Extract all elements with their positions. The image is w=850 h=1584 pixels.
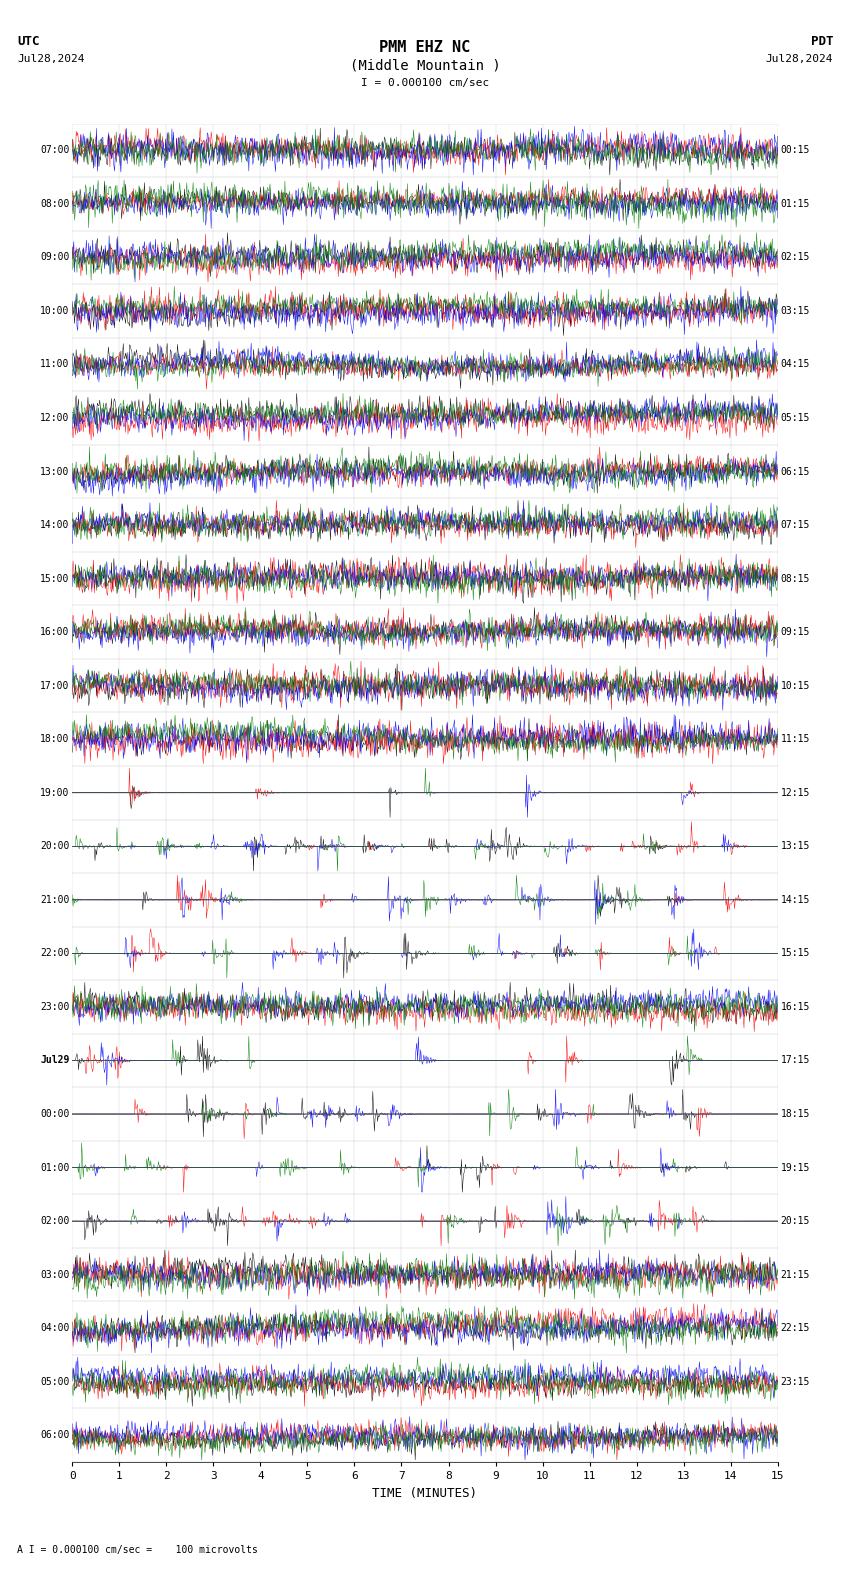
Text: 10:00: 10:00 — [40, 306, 70, 315]
Text: 06:00: 06:00 — [40, 1430, 70, 1440]
Text: 11:15: 11:15 — [780, 735, 810, 744]
Text: 08:15: 08:15 — [780, 573, 810, 583]
Text: 13:00: 13:00 — [40, 467, 70, 477]
Text: 05:15: 05:15 — [780, 413, 810, 423]
Text: 15:15: 15:15 — [780, 949, 810, 958]
Text: 04:15: 04:15 — [780, 360, 810, 369]
Text: 02:00: 02:00 — [40, 1217, 70, 1226]
Text: 11:00: 11:00 — [40, 360, 70, 369]
Text: Jul28,2024: Jul28,2024 — [17, 54, 84, 63]
Text: PMM EHZ NC: PMM EHZ NC — [379, 40, 471, 54]
Text: 22:00: 22:00 — [40, 949, 70, 958]
Text: 00:00: 00:00 — [40, 1109, 70, 1118]
Text: 01:15: 01:15 — [780, 200, 810, 209]
Text: 01:00: 01:00 — [40, 1163, 70, 1172]
Text: 23:00: 23:00 — [40, 1003, 70, 1012]
Text: 18:00: 18:00 — [40, 735, 70, 744]
Text: 06:15: 06:15 — [780, 467, 810, 477]
Text: 20:00: 20:00 — [40, 841, 70, 851]
Text: 16:15: 16:15 — [780, 1003, 810, 1012]
Text: PDT: PDT — [811, 35, 833, 48]
Text: 19:00: 19:00 — [40, 787, 70, 798]
Text: 05:00: 05:00 — [40, 1376, 70, 1386]
Text: 14:00: 14:00 — [40, 520, 70, 531]
Text: 17:15: 17:15 — [780, 1055, 810, 1066]
X-axis label: TIME (MINUTES): TIME (MINUTES) — [372, 1487, 478, 1500]
Text: 10:15: 10:15 — [780, 681, 810, 691]
Text: 22:15: 22:15 — [780, 1323, 810, 1334]
Text: 08:00: 08:00 — [40, 200, 70, 209]
Text: 12:15: 12:15 — [780, 787, 810, 798]
Text: 04:00: 04:00 — [40, 1323, 70, 1334]
Text: 16:00: 16:00 — [40, 627, 70, 637]
Text: 14:15: 14:15 — [780, 895, 810, 904]
Text: 03:00: 03:00 — [40, 1270, 70, 1280]
Text: 18:15: 18:15 — [780, 1109, 810, 1118]
Text: I = 0.000100 cm/sec: I = 0.000100 cm/sec — [361, 78, 489, 87]
Text: 21:00: 21:00 — [40, 895, 70, 904]
Text: 09:00: 09:00 — [40, 252, 70, 263]
Text: 12:00: 12:00 — [40, 413, 70, 423]
Text: 15:00: 15:00 — [40, 573, 70, 583]
Text: Jul29: Jul29 — [40, 1055, 70, 1066]
Text: (Middle Mountain ): (Middle Mountain ) — [349, 59, 501, 73]
Text: 07:15: 07:15 — [780, 520, 810, 531]
Text: Jul28,2024: Jul28,2024 — [766, 54, 833, 63]
Text: 00:15: 00:15 — [780, 146, 810, 155]
Text: 07:00: 07:00 — [40, 146, 70, 155]
Text: 19:15: 19:15 — [780, 1163, 810, 1172]
Text: 09:15: 09:15 — [780, 627, 810, 637]
Text: UTC: UTC — [17, 35, 39, 48]
Text: 17:00: 17:00 — [40, 681, 70, 691]
Text: 23:15: 23:15 — [780, 1376, 810, 1386]
Text: 13:15: 13:15 — [780, 841, 810, 851]
Text: 20:15: 20:15 — [780, 1217, 810, 1226]
Text: 21:15: 21:15 — [780, 1270, 810, 1280]
Text: 03:15: 03:15 — [780, 306, 810, 315]
Text: 02:15: 02:15 — [780, 252, 810, 263]
Text: A I = 0.000100 cm/sec =    100 microvolts: A I = 0.000100 cm/sec = 100 microvolts — [17, 1546, 258, 1555]
